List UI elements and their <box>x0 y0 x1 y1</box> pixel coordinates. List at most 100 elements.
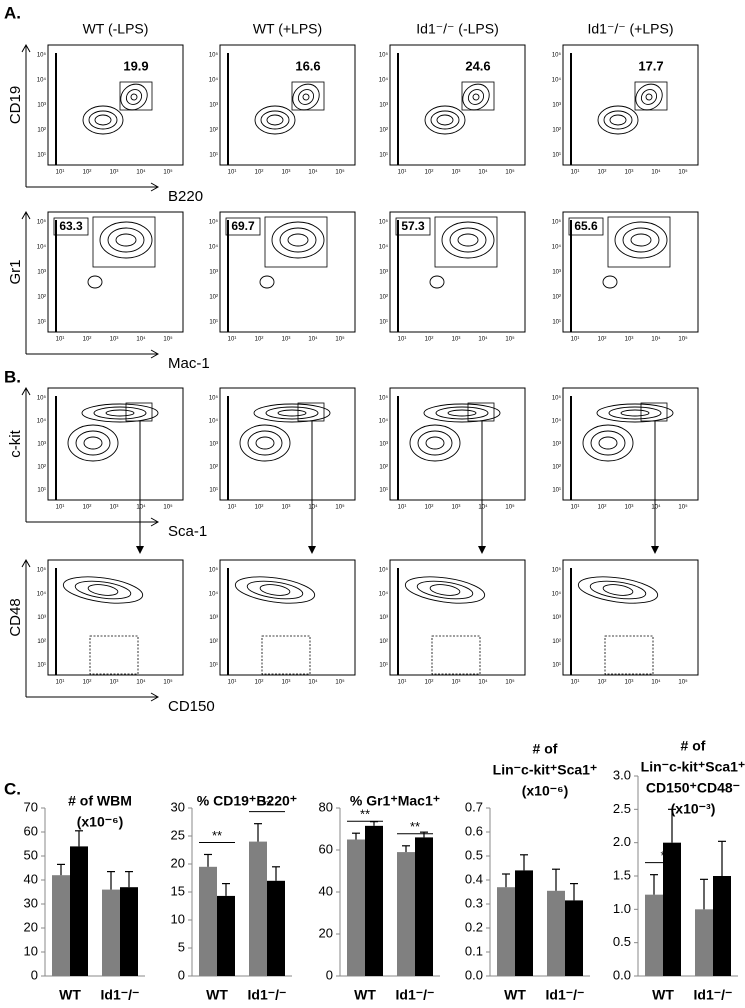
flow-tick-label: 10² <box>598 170 607 176</box>
gate-value: 63.3 <box>59 219 83 233</box>
flow-tick-label: 10⁵ <box>335 169 345 176</box>
flow-tick-label: 10⁵ <box>209 219 219 226</box>
chart-title: % CD19⁺B220⁺ <box>197 793 297 809</box>
contour <box>75 430 111 456</box>
flow-tick-label: 10⁴ <box>552 590 562 597</box>
chart-title: # of <box>533 741 558 757</box>
flow-tick-label: 10¹ <box>552 153 561 159</box>
arrow-head <box>308 546 316 554</box>
flow-tick-label: 10⁴ <box>209 77 219 84</box>
flow-tick-label: 10¹ <box>56 680 65 686</box>
contour <box>622 227 660 253</box>
contour <box>435 406 489 420</box>
flow-tick-label: 10³ <box>452 337 461 343</box>
contour <box>279 227 317 253</box>
flow-tick-label: 10³ <box>452 680 461 686</box>
contour <box>234 576 316 604</box>
bar <box>217 895 235 976</box>
flow-tick-label: 10¹ <box>398 680 407 686</box>
bar <box>249 841 267 976</box>
y-tick-label: 1.5 <box>613 867 631 882</box>
flow-tick-label: 10³ <box>37 442 46 448</box>
flow-tick-label: 10⁵ <box>379 52 389 59</box>
contour <box>99 221 153 259</box>
flow-tick-label: 10¹ <box>552 663 561 669</box>
bar <box>102 889 120 976</box>
column-header: Id1⁻/⁻ (-LPS) <box>416 21 498 37</box>
y-tick-label: 70 <box>24 799 38 814</box>
flow-tick-label: 10² <box>209 128 218 134</box>
flow-tick-label: 10³ <box>625 170 634 176</box>
flow-tick-label: 10¹ <box>56 170 65 176</box>
flow-tick-label: 10¹ <box>228 505 237 511</box>
flow-tick-label: 10⁴ <box>552 418 562 425</box>
gate <box>297 402 325 422</box>
flow-plot <box>219 211 356 333</box>
contour <box>425 436 445 450</box>
flow-tick-label: 10⁴ <box>478 504 488 511</box>
contour <box>105 409 135 417</box>
gate <box>125 402 153 422</box>
contour <box>271 221 325 259</box>
x-tick-label: WT <box>59 987 81 1003</box>
flow-tick-label: 10¹ <box>37 488 46 494</box>
flow-tick-label: 10³ <box>110 680 119 686</box>
contour <box>429 584 461 596</box>
bar <box>695 909 713 976</box>
flow-tick-label: 10² <box>598 337 607 343</box>
flow-tick-label: 10² <box>83 680 92 686</box>
contour <box>602 275 618 289</box>
flow-tick-label: 10³ <box>452 170 461 176</box>
contour <box>614 221 668 259</box>
y-tick-label: 0.5 <box>613 934 631 949</box>
contour <box>125 89 143 105</box>
flow-tick-label: 10⁴ <box>37 77 47 84</box>
flow-tick-label: 10⁴ <box>379 590 389 597</box>
y-tick-label: 0.1 <box>465 943 483 958</box>
bar <box>397 852 415 976</box>
contour <box>424 105 466 135</box>
flow-tick-label: 10⁵ <box>552 52 562 59</box>
flow-tick-label: 10⁴ <box>478 679 488 686</box>
contour <box>93 406 147 420</box>
flow-tick-label: 10⁴ <box>651 504 661 511</box>
contour <box>260 110 290 130</box>
flow-tick-label: 10⁵ <box>505 169 515 176</box>
flow-tick-label: 10⁴ <box>37 418 47 425</box>
flow-plot <box>389 44 526 166</box>
contour <box>239 424 291 462</box>
gate <box>291 81 325 111</box>
gate-value: 16.6 <box>295 58 320 73</box>
contour <box>266 114 284 126</box>
contour <box>246 580 304 600</box>
flow-plot <box>562 559 699 676</box>
flow-tick-label: 10³ <box>552 615 561 621</box>
arrow-head <box>21 386 31 396</box>
gate <box>461 81 495 111</box>
flow-tick-label: 10⁵ <box>335 336 345 343</box>
gate-value: 17.7 <box>638 58 663 73</box>
x-tick-label: Id1⁻/⁻ <box>101 987 140 1003</box>
contour <box>597 105 639 135</box>
bar <box>515 870 533 976</box>
chart-title: # of WBM <box>68 793 132 809</box>
flow-tick-label: 10⁴ <box>136 169 146 176</box>
contour <box>590 430 626 456</box>
flow-tick-label: 10⁵ <box>335 679 345 686</box>
contour <box>598 436 618 450</box>
flow-tick-label: 10⁴ <box>478 169 488 176</box>
flow-tick-label: 10² <box>83 170 92 176</box>
flow-plot <box>562 211 699 333</box>
flow-tick-label: 10¹ <box>571 680 580 686</box>
contour <box>609 114 627 126</box>
contour <box>602 584 634 596</box>
x-tick-label: WT <box>652 987 674 1003</box>
contour <box>472 93 480 101</box>
flow-tick-label: 10¹ <box>228 680 237 686</box>
arrow-head <box>150 517 160 527</box>
flow-tick-label: 10¹ <box>379 663 388 669</box>
flow-tick-label: 10⁵ <box>552 567 562 574</box>
bar <box>365 825 383 976</box>
flow-tick-label: 10¹ <box>37 153 46 159</box>
flow-tick-label: 10² <box>255 505 264 511</box>
